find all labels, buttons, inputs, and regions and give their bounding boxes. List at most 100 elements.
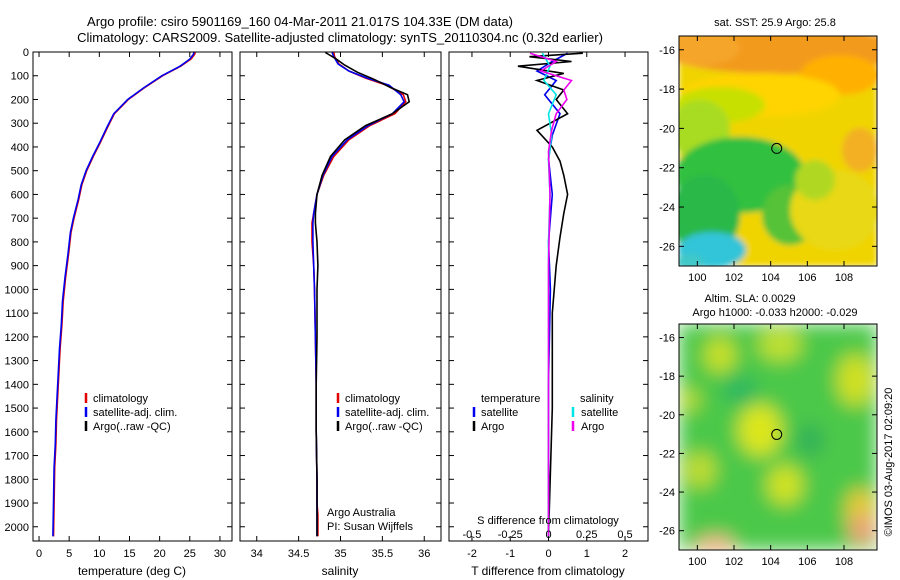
difference-panel: -2 -1 0 1 2 -0.5 -0.25 0 0.25 0.5 S difference fro… [448, 51, 649, 578]
sst-map-xtick-label: 102 [725, 272, 743, 284]
temperature-ytick-label: 1500 [5, 403, 29, 415]
sst-map-ytick-label: -20 [659, 123, 675, 135]
temperature-xtick-label: 15 [123, 548, 135, 560]
salinity-xtick-label: 35.5 [372, 548, 393, 560]
temperature-ytick-label: 500 [11, 166, 29, 178]
salinity-legend-label: satellite-adj. clim. [345, 407, 429, 419]
sla-map-ytick-label: -16 [659, 333, 675, 345]
difference-xtick-label: -1 [505, 548, 515, 560]
sst-field-patch [795, 160, 835, 200]
sst-map: sat. SST: 25.9 Argo: 25.8 100 102 104 106 10… [659, 17, 878, 284]
temperature-ytick-label: 2000 [5, 522, 29, 534]
sla-map-frame [678, 323, 878, 551]
difference-stick-label: 0 [545, 529, 551, 541]
salinity-xtick-label: 36 [418, 548, 430, 560]
difference-legend-temp-label: Argo [481, 421, 504, 433]
difference-legend-sal-label: Argo [581, 421, 604, 433]
temperature-frame [32, 51, 233, 542]
temperature-ytick-label: 1000 [5, 284, 29, 296]
sla-map-xtick-label: 102 [725, 556, 743, 568]
sla-map-ytick-label: -26 [659, 526, 675, 538]
sst-map-title: sat. SST: 25.9 Argo: 25.8 [714, 17, 836, 29]
temperature-ytick-label: 900 [11, 261, 29, 273]
temperature-ytick-label: 700 [11, 213, 29, 225]
salinity-legend-label: climatology [345, 393, 401, 405]
temperature-ytick-label: 100 [11, 71, 29, 83]
header-line-2: Climatology: CARS2009. Satellite-adjuste… [77, 30, 603, 45]
sla-map-ytick-label: -24 [659, 487, 675, 499]
salinity-series-climatology [311, 52, 407, 537]
difference-stick-label: 0.5 [617, 529, 632, 541]
sla-field-patch [848, 516, 876, 544]
sla-map-ytick-label: -22 [659, 448, 675, 460]
temperature-legend-label: Argo(..raw -QC) [93, 421, 171, 433]
temperature-ytick-label: 800 [11, 237, 29, 249]
temperature-ytick-label: 1200 [5, 332, 29, 344]
sla-field-patch [837, 354, 873, 406]
imos-stamp: ©IMOS 03-Aug-2017 02:09:20 [883, 388, 895, 537]
difference-xtick-label: 1 [584, 548, 590, 560]
sst-map-frame [678, 35, 878, 267]
sla-field-patch [796, 424, 824, 456]
sla-map-argo-marker [771, 428, 783, 440]
sst-map-ytick-label: -18 [659, 84, 675, 96]
temperature-xtick-label: 20 [154, 548, 166, 560]
sla-map-xtick-label: 106 [798, 556, 816, 568]
temperature-ytick-label: 300 [11, 118, 29, 130]
temperature-ytick-label: 200 [11, 94, 29, 106]
temperature-ytick-label: 1100 [5, 308, 29, 320]
sst-map-ytick-label: -22 [659, 163, 675, 175]
difference-legend-temp-label: satellite [481, 407, 518, 419]
salinity-legend-label: Argo(..raw -QC) [345, 421, 423, 433]
salinity-frame [239, 51, 442, 542]
sla-field-patch [695, 535, 735, 550]
salinity-xlabel: salinity [322, 564, 359, 578]
sla-map-ytick-label: -20 [659, 410, 675, 422]
sla-map-xtick-label: 104 [761, 556, 779, 568]
sla-field-patch [680, 388, 700, 412]
sla-field-patch [684, 452, 716, 488]
temperature-ytick-label: 1400 [5, 379, 29, 391]
sst-map-xtick-label: 106 [798, 272, 816, 284]
sla-map-xtick-label: 100 [688, 556, 706, 568]
sla-map-title-1: Altim. SLA: 0.0029 [704, 293, 795, 305]
sla-map-title-2: Argo h1000: -0.033 h2000: -0.029 [692, 307, 857, 319]
temperature-xtick-label: 5 [66, 548, 72, 560]
difference-series-s-argo [529, 52, 573, 537]
header-line-1: Argo profile: csiro 5901169_160 04-Mar-2… [87, 14, 513, 29]
difference-stick-label: -0.5 [462, 529, 481, 541]
salinity-xtick-label: 34.5 [288, 548, 309, 560]
temperature-panel: 0 5 10 15 20 25 300100200300400500600700800900… [5, 47, 233, 578]
difference-legend-sal-title: salinity [580, 393, 614, 405]
salinity-panel: 34 34.5 35 35.5 36 salinity climatology satelli… [239, 51, 442, 578]
difference-xtick-label: 2 [622, 548, 628, 560]
salinity-series-argo [314, 51, 411, 537]
temperature-ytick-label: 400 [11, 142, 29, 154]
temperature-ytick-label: 1900 [5, 498, 29, 510]
temperature-legend-label: climatology [93, 393, 149, 405]
temperature-series-satellite-adj-clim- [52, 52, 195, 537]
sst-map-ytick-label: -26 [659, 241, 675, 253]
temperature-xtick-label: 30 [214, 548, 226, 560]
salinity-xtick-label: 35 [334, 548, 346, 560]
sla-field-patch [722, 376, 758, 404]
temperature-xtick-label: 25 [184, 548, 196, 560]
sst-map-ytick-label: -16 [659, 45, 675, 57]
temperature-legend-label: satellite-adj. clim. [93, 407, 177, 419]
temperature-ytick-label: 1600 [5, 427, 29, 439]
sst-field-patch [679, 254, 704, 266]
sst-map-xtick-label: 108 [835, 272, 853, 284]
difference-legend-sal-label: satellite [581, 407, 618, 419]
temperature-ytick-label: 0 [23, 47, 29, 59]
temperature-series-climatology [52, 52, 196, 537]
difference-series-t-argo [517, 52, 583, 537]
sla-map-xtick-label: 108 [835, 556, 853, 568]
sla-field-patch [738, 404, 782, 456]
sla-field-patch [767, 465, 803, 505]
temperature-xtick-label: 10 [93, 548, 105, 560]
difference-stick-label: -0.25 [498, 529, 523, 541]
sst-field-patch [842, 128, 877, 172]
temperature-ytick-label: 600 [11, 189, 29, 201]
difference-xlabel-temperature: T difference from climatology [471, 564, 625, 578]
